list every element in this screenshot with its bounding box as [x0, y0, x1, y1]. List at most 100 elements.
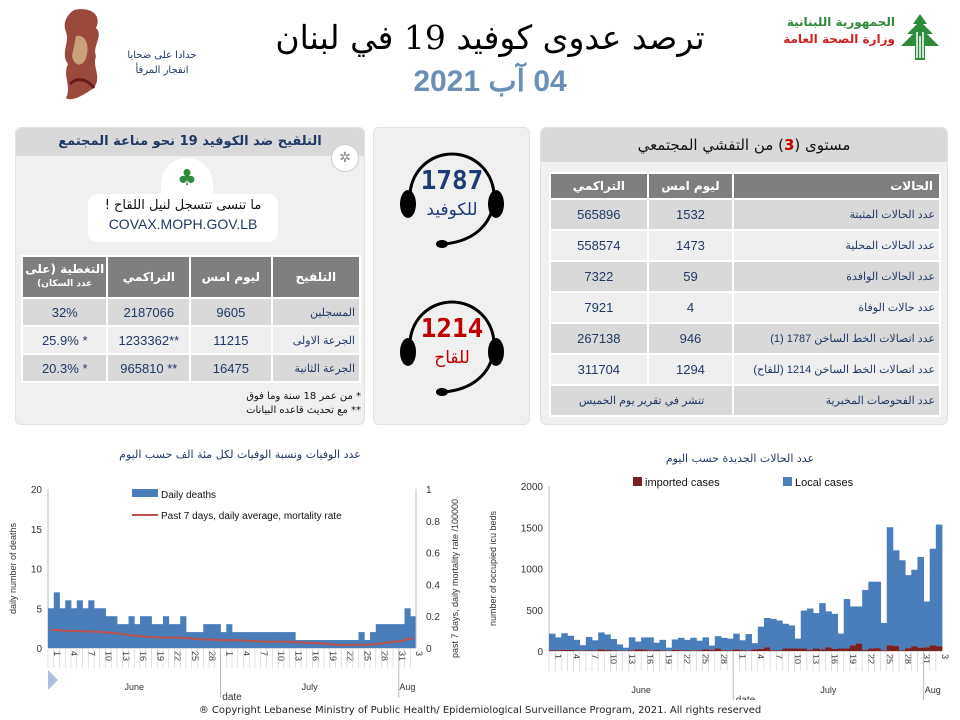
headset-icon — [400, 152, 504, 248]
y2-tick-label: 0.6 — [426, 549, 440, 560]
death-bar — [99, 608, 106, 648]
local-cases-bar — [628, 637, 636, 651]
imported-cases-bar — [886, 645, 894, 651]
registration-url[interactable]: COVAX.MOPH.GOV.LB — [108, 216, 258, 232]
table-row: الجرعة الاولى 11215 **1233362 * 25.9% — [20, 325, 362, 355]
local-cases-bar — [727, 638, 734, 651]
local-cases-bar — [573, 639, 581, 651]
ministry-label: وزارة الصحة العامة — [783, 32, 895, 46]
x-tick-label: 1 — [737, 654, 747, 659]
imported-cases-bar — [776, 650, 783, 651]
y-tick-label: 0 — [537, 647, 543, 658]
yesterday-value: 9605 — [189, 297, 273, 327]
x-tick-label: 19 — [328, 651, 338, 661]
local-cases-bar — [616, 644, 624, 651]
x-axis-title: date — [736, 695, 756, 700]
death-bar — [306, 640, 313, 648]
memorial-line-1: حدادا على ضحايا — [127, 50, 197, 61]
death-bar — [174, 624, 181, 648]
vaccine-icon: ✲ — [331, 144, 359, 172]
local-cases-bar — [917, 556, 924, 648]
imported-cases-bar — [935, 646, 943, 651]
imported-cases-bar — [911, 646, 918, 651]
local-cases-bar — [800, 610, 808, 649]
death-bar — [76, 600, 83, 648]
imported-cases-bar — [825, 647, 832, 651]
ministry-name: الجمهورية اللبنانية وزارة الصحة العامة — [760, 14, 895, 48]
death-bar — [48, 608, 55, 648]
local-cases-bar — [591, 640, 599, 651]
mortality-rate-line — [50, 628, 414, 646]
yesterday-value: 4 — [646, 291, 735, 324]
imported-cases-bar — [745, 650, 753, 651]
imported-cases-bar — [813, 648, 820, 651]
death-bar — [272, 632, 279, 648]
local-cases-bar — [567, 635, 574, 651]
row-label: عدد الحالات المحلية — [732, 229, 941, 262]
vaccination-panel: التلقيح ضد الكوفيد 19 نحو مناعة المجتمع … — [15, 127, 365, 425]
local-cases-bar — [751, 643, 759, 650]
death-bar — [145, 616, 152, 648]
death-bar — [71, 608, 78, 648]
local-cases-bar — [794, 638, 802, 649]
y2-axis-title: past 7 days, daily mortality rate /10000… — [450, 499, 460, 658]
local-cases-bar — [788, 625, 796, 649]
memorial-text: حدادا على ضحايا انفجار المرفأ — [112, 48, 212, 78]
hotlines-panel: 1787 للكوفيد 1214 للقاح — [373, 127, 530, 425]
imported-cases-bar — [849, 645, 857, 651]
x-tick-label: 10 — [276, 651, 286, 661]
y2-tick-label: 0 — [426, 644, 432, 655]
death-bar — [151, 624, 158, 648]
death-bar — [59, 608, 66, 648]
x-tick-label: 7 — [590, 654, 600, 659]
local-cases-bar — [610, 639, 617, 651]
legend-label-mortality: Past 7 days, daily average, mortality ra… — [161, 511, 342, 522]
legend-label-imported: imported cases — [645, 477, 720, 489]
cedar-badge-icon: ♣ — [161, 158, 213, 198]
coverage-value: * 20.3% — [20, 353, 109, 383]
tests-value: تنشر في تقرير يوم الخميس — [548, 384, 735, 417]
y-tick-label: 5 — [36, 604, 42, 615]
death-bar — [387, 624, 394, 648]
local-cases-bar — [677, 637, 685, 651]
imported-cases-bar — [567, 650, 574, 651]
imported-cases-bar — [604, 650, 611, 651]
imported-cases-bar — [659, 650, 667, 651]
imported-cases-bar — [653, 650, 660, 651]
table-row: عدد حالات الوفاة 4 7921 — [549, 291, 941, 324]
x-tick-label: 25 — [700, 654, 710, 664]
imported-cases-bar — [880, 650, 888, 651]
footnotes: * من عمر 18 سنة وما فوق ** مع تحديث قاعد… — [166, 390, 361, 418]
local-cases-bar — [862, 589, 869, 650]
death-bar — [186, 632, 193, 648]
coverage-sublabel: عدد السكان) — [37, 279, 93, 289]
yesterday-value: 1473 — [646, 229, 735, 262]
imported-cases-bar — [751, 649, 759, 651]
death-bar — [266, 632, 273, 648]
x-tick-label: 22 — [866, 654, 876, 664]
x-tick-label: 4 — [571, 654, 581, 659]
death-bar — [53, 592, 60, 648]
local-cases-bar — [892, 550, 900, 647]
death-bar — [283, 632, 290, 648]
yesterday-value: 59 — [646, 260, 735, 293]
hotline-vaccine[interactable]: 1214 للقاح — [392, 284, 512, 408]
local-cases-bar — [671, 639, 679, 650]
row-label: عدد الحالات المثبتة — [732, 198, 941, 231]
level-suffix: ) من التفشي المجتمعي — [637, 136, 784, 154]
local-cases-bar — [696, 640, 703, 651]
hotline-covid[interactable]: 1787 للكوفيد — [392, 136, 512, 260]
y-tick-label: 0 — [36, 644, 42, 655]
col-yesterday: ليوم امس — [646, 172, 735, 200]
col-yesterday: ليوم امس — [189, 255, 273, 299]
local-cases-bar — [653, 642, 660, 651]
legend-swatch-local — [783, 477, 792, 486]
death-bar — [191, 632, 198, 648]
local-cases-bar — [555, 637, 562, 651]
table-row: عدد الحالات الوافدة 59 7322 — [549, 260, 941, 293]
imported-cases-bar — [892, 646, 900, 651]
x-tick-label: 16 — [138, 651, 148, 661]
cedar-logo-icon — [901, 14, 939, 60]
local-cases-bar — [837, 633, 845, 649]
x-tick-label: 3 — [940, 654, 950, 659]
